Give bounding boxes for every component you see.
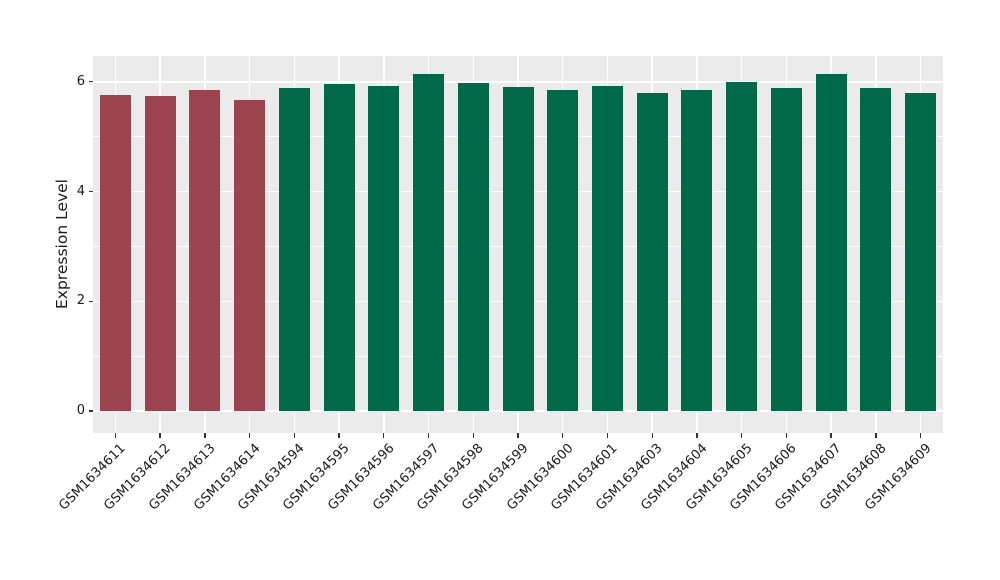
bar	[189, 90, 221, 411]
y-tick-mark	[88, 300, 93, 302]
x-axis-tick-label: GSM1634598	[414, 441, 487, 514]
x-axis-tick-label: GSM1634594	[235, 441, 308, 514]
x-axis-tick-label: GSM1634601	[548, 441, 622, 514]
x-axis-tick-label: GSM1634596	[324, 441, 398, 514]
y-axis-tick-label: 0	[76, 403, 85, 418]
x-axis-tick-label: GSM1634605	[682, 441, 756, 514]
x-tick-mark	[606, 433, 609, 438]
x-axis-tick-label: GSM1634599	[459, 441, 532, 514]
y-tick-mark	[88, 410, 93, 412]
x-tick-mark	[204, 433, 206, 438]
x-axis-tick-label: GSM1634609	[861, 441, 935, 514]
x-tick-mark	[248, 433, 251, 438]
x-axis-tick-label: GSM1634595	[280, 441, 353, 514]
x-axis-tick-label: GSM1634614	[190, 441, 264, 514]
x-tick-mark	[293, 433, 295, 438]
bar	[99, 94, 131, 411]
x-tick-mark	[875, 433, 877, 438]
bar	[234, 99, 266, 411]
y-axis-tick-label: 4	[76, 183, 85, 199]
x-tick-mark	[338, 433, 340, 438]
bar	[860, 88, 892, 411]
x-tick-mark	[562, 433, 564, 438]
x-axis-tick-label: GSM1634607	[772, 441, 845, 514]
bar	[681, 90, 713, 411]
bar	[323, 83, 355, 411]
y-tick-mark	[88, 81, 93, 83]
y-tick-mark	[88, 190, 93, 193]
x-tick-mark	[740, 433, 743, 438]
x-axis-tick-label: GSM1634612	[101, 441, 174, 514]
x-axis-tick-label: GSM1634600	[503, 441, 577, 514]
bar	[413, 74, 445, 411]
x-tick-mark	[785, 433, 788, 438]
bar	[905, 92, 937, 411]
y-axis-tick-label: 6	[76, 73, 85, 89]
bar	[636, 92, 668, 411]
x-tick-mark	[159, 433, 161, 438]
x-tick-mark	[114, 433, 117, 438]
bar	[368, 86, 400, 411]
x-axis-tick-label: GSM1634608	[817, 441, 890, 514]
plot-panel	[93, 56, 943, 433]
y-axis-tick-label: 2	[76, 293, 85, 309]
x-axis-tick-label: GSM1634603	[593, 441, 666, 514]
x-axis-tick-label: GSM1634613	[145, 441, 219, 514]
x-tick-mark	[830, 433, 832, 438]
x-axis-tick-label: GSM1634604	[638, 441, 711, 514]
x-tick-mark	[517, 433, 519, 438]
bar	[591, 86, 623, 411]
bar	[815, 74, 847, 411]
x-tick-mark	[651, 433, 653, 438]
x-axis-tick-label: GSM1634597	[369, 441, 443, 514]
bar	[144, 96, 176, 411]
bar	[457, 83, 489, 411]
x-axis-tick-label: GSM1634611	[56, 441, 129, 514]
bar	[726, 81, 758, 411]
x-tick-mark	[472, 433, 474, 438]
x-tick-mark	[696, 433, 698, 438]
x-tick-mark	[919, 433, 922, 438]
x-axis-tick-label: GSM1634606	[727, 441, 801, 514]
x-tick-mark	[427, 433, 430, 438]
x-tick-mark	[383, 433, 385, 438]
bar	[278, 88, 310, 411]
bar	[770, 88, 802, 411]
bar	[547, 90, 579, 411]
bar	[502, 87, 534, 411]
